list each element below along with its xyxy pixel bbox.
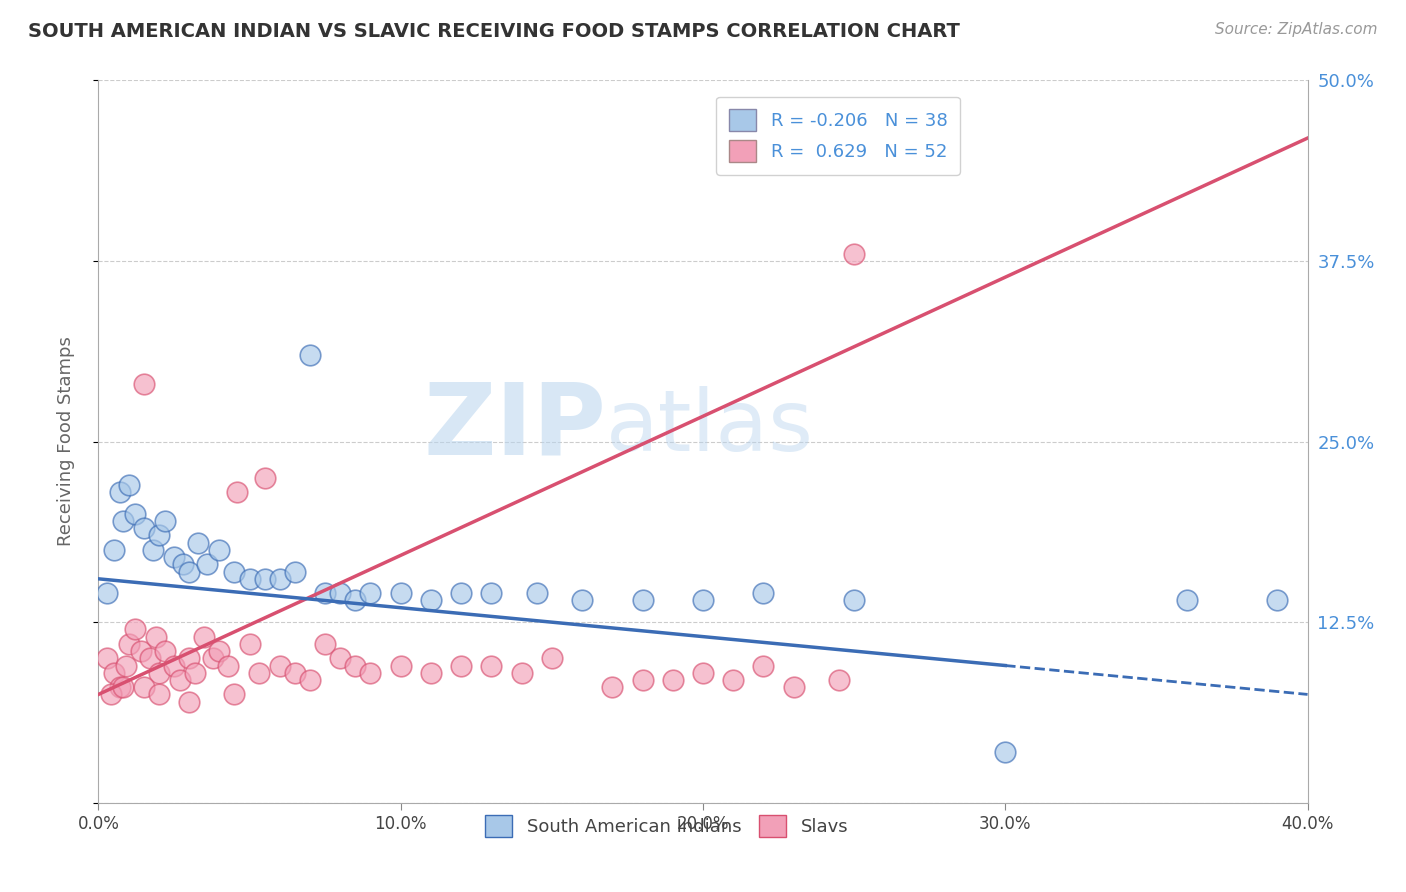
Point: [132, 376, 155, 391]
Point: [179, 695, 201, 709]
Point: [1267, 593, 1289, 607]
Point: [481, 586, 503, 600]
Point: [1175, 593, 1198, 607]
Point: [100, 687, 122, 701]
Point: [153, 644, 176, 658]
Point: [284, 565, 307, 579]
Point: [172, 558, 194, 572]
Point: [253, 572, 276, 586]
Point: [329, 651, 352, 665]
Point: [108, 680, 131, 694]
Point: [692, 665, 714, 680]
Point: [169, 673, 191, 687]
Point: [269, 658, 291, 673]
Point: [132, 680, 155, 694]
Point: [118, 637, 141, 651]
Point: [96, 586, 118, 600]
Point: [752, 658, 775, 673]
Point: [118, 478, 141, 492]
Point: [631, 673, 654, 687]
Point: [994, 745, 1017, 759]
Point: [187, 535, 209, 549]
Point: [314, 637, 336, 651]
Point: [103, 665, 125, 680]
Point: [314, 586, 336, 600]
Point: [247, 665, 270, 680]
Point: [631, 593, 654, 607]
Point: [193, 630, 215, 644]
Point: [526, 586, 548, 600]
Point: [450, 586, 472, 600]
Point: [844, 246, 866, 260]
Point: [661, 673, 683, 687]
Point: [783, 680, 806, 694]
Point: [124, 507, 146, 521]
Point: [217, 658, 239, 673]
Point: [239, 637, 262, 651]
Point: [163, 550, 186, 565]
Point: [360, 586, 382, 600]
Point: [96, 651, 118, 665]
Point: [389, 586, 412, 600]
Point: [114, 658, 136, 673]
Point: [284, 665, 307, 680]
Point: [226, 485, 249, 500]
Point: [139, 651, 162, 665]
Point: [163, 658, 186, 673]
Text: SOUTH AMERICAN INDIAN VS SLAVIC RECEIVING FOOD STAMPS CORRELATION CHART: SOUTH AMERICAN INDIAN VS SLAVIC RECEIVIN…: [28, 22, 960, 41]
Point: [723, 673, 745, 687]
Text: atlas: atlas: [606, 385, 814, 468]
Point: [389, 658, 412, 673]
Point: [148, 665, 170, 680]
Point: [111, 514, 134, 528]
Point: [299, 348, 322, 362]
Point: [103, 542, 125, 557]
Y-axis label: Receiving Food Stamps: Receiving Food Stamps: [56, 336, 75, 547]
Point: [253, 471, 276, 485]
Point: [344, 593, 367, 607]
Point: [602, 680, 624, 694]
Point: [571, 593, 593, 607]
Legend: South American Indians, Slavs: South American Indians, Slavs: [478, 808, 856, 845]
Point: [129, 644, 152, 658]
Point: [269, 572, 291, 586]
Point: [420, 593, 443, 607]
Point: [481, 658, 503, 673]
Point: [153, 514, 176, 528]
Point: [132, 521, 155, 535]
Point: [344, 658, 367, 673]
Point: [179, 565, 201, 579]
Point: [148, 528, 170, 542]
Point: [828, 673, 851, 687]
Point: [752, 586, 775, 600]
Point: [299, 673, 322, 687]
Point: [510, 665, 533, 680]
Point: [224, 565, 246, 579]
Point: [124, 623, 146, 637]
Point: [108, 485, 131, 500]
Point: [224, 687, 246, 701]
Point: [184, 665, 207, 680]
Text: Source: ZipAtlas.com: Source: ZipAtlas.com: [1215, 22, 1378, 37]
Point: [142, 542, 165, 557]
Point: [202, 651, 225, 665]
Text: ZIP: ZIP: [423, 378, 606, 475]
Point: [329, 586, 352, 600]
Point: [195, 558, 218, 572]
Point: [145, 630, 167, 644]
Point: [239, 572, 262, 586]
Point: [111, 680, 134, 694]
Point: [208, 644, 231, 658]
Point: [208, 542, 231, 557]
Point: [179, 651, 201, 665]
Point: [540, 651, 562, 665]
Point: [360, 665, 382, 680]
Point: [844, 593, 866, 607]
Point: [692, 593, 714, 607]
Point: [420, 665, 443, 680]
Point: [148, 687, 170, 701]
Point: [450, 658, 472, 673]
